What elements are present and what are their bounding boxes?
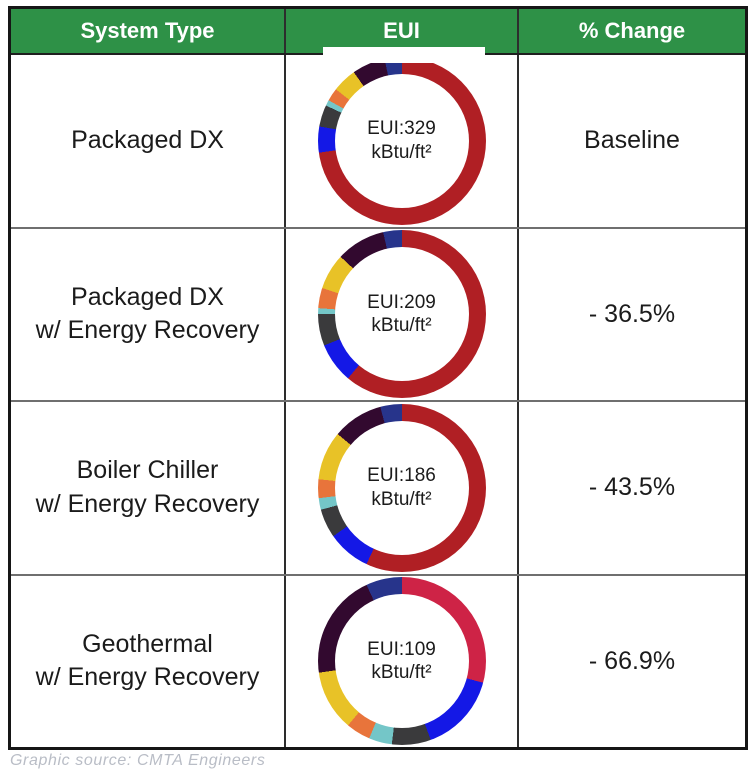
donut-hole: EUI:186 kBtu/ft²	[334, 420, 469, 555]
eui-center-label-line2: kBtu/ft²	[371, 488, 432, 510]
header-label-percent-change: % Change	[578, 18, 686, 43]
eui-cell: EUI:209 kBtu/ft²	[286, 228, 519, 400]
eui-center-label-line2: kBtu/ft²	[371, 141, 432, 163]
header-cell-eui: EUI	[286, 9, 519, 53]
header-label-eui: EUI	[383, 18, 420, 43]
system-name-line2: w/ Energy Recovery	[35, 489, 260, 518]
system-type-cell: Geothermal w/ Energy Recovery	[11, 575, 286, 747]
percent-change-cell: Baseline	[519, 55, 745, 227]
system-name: Boiler Chiller w/ Energy Recovery	[36, 454, 260, 522]
percent-change-value: Baseline	[584, 126, 680, 155]
system-name-line2: w/ Energy Recovery	[35, 663, 260, 692]
percent-change-value: - 43.5%	[588, 473, 676, 502]
eui-center-label-line1: EUI:186	[367, 465, 436, 486]
eui-center-label-line2: kBtu/ft²	[371, 662, 432, 684]
percent-change-value: - 66.9%	[588, 646, 676, 675]
eui-donut-chart: EUI:186 kBtu/ft²	[317, 403, 486, 572]
eui-donut-chart: EUI:329 kBtu/ft²	[317, 56, 486, 225]
system-type-cell: Boiler Chiller w/ Energy Recovery	[11, 402, 286, 574]
donut-hole: EUI:209 kBtu/ft²	[334, 247, 469, 382]
table-header-row: System Type EUI % Change	[11, 9, 745, 55]
system-name: Packaged DX	[71, 124, 224, 158]
eui-center-label-line1: EUI:109	[367, 638, 436, 660]
system-name-line2: w/ Energy Recovery	[35, 316, 260, 345]
system-name: Packaged DX w/ Energy Recovery	[36, 281, 260, 349]
system-name-line1: Geothermal	[82, 629, 213, 658]
system-name-line1: Packaged DX	[71, 125, 224, 154]
eui-center-label-line1: EUI:329	[367, 118, 436, 139]
eui-donut-chart: EUI:109 kBtu/ft²	[317, 577, 486, 746]
percent-change-cell: - 36.5%	[519, 229, 745, 401]
percent-change-cell: - 66.9%	[519, 576, 745, 748]
donut-hole: EUI:109 kBtu/ft²	[334, 594, 469, 729]
eui-center-label-line2: kBtu/ft²	[371, 315, 432, 337]
system-name: Geothermal w/ Energy Recovery	[36, 628, 260, 696]
table-row-boiler-chiller-er: Boiler Chiller w/ Energy Recovery EUI:18…	[11, 400, 745, 574]
system-name-line1: Packaged DX	[71, 282, 224, 311]
system-type-cell: Packaged DX	[11, 55, 286, 227]
percent-change-value: - 36.5%	[588, 299, 676, 328]
eui-cell: EUI:329 kBtu/ft²	[286, 55, 519, 227]
eui-cell: EUI:109 kBtu/ft²	[286, 575, 519, 747]
table-row-packaged-dx-er: Packaged DX w/ Energy Recovery EUI:209 k…	[11, 226, 745, 401]
header-notch	[323, 47, 485, 63]
eui-cell: EUI:186 kBtu/ft²	[286, 402, 519, 574]
header-label-system-type: System Type	[80, 18, 215, 43]
eui-donut-chart: EUI:209 kBtu/ft²	[317, 230, 486, 399]
table-row-packaged-dx: Packaged DX EUI:329 kBtu/ft² Baseline	[11, 55, 745, 227]
system-name-line1: Boiler Chiller	[76, 456, 219, 484]
donut-hole: EUI:329 kBtu/ft²	[334, 73, 469, 208]
system-type-cell: Packaged DX w/ Energy Recovery	[11, 228, 286, 400]
table-row-geothermal-er: Geothermal w/ Energy Recovery EUI:109 kB…	[11, 573, 745, 748]
eui-comparison-table: System Type EUI % Change Packaged DX	[8, 6, 748, 750]
header-cell-system-type: System Type	[11, 9, 286, 53]
header-cell-percent-change: % Change	[519, 9, 745, 53]
percent-change-cell: - 43.5%	[519, 402, 745, 574]
eui-center-label-line1: EUI:209	[367, 291, 436, 313]
graphic-source-credit: Graphic source: CMTA Engineers	[10, 752, 266, 769]
